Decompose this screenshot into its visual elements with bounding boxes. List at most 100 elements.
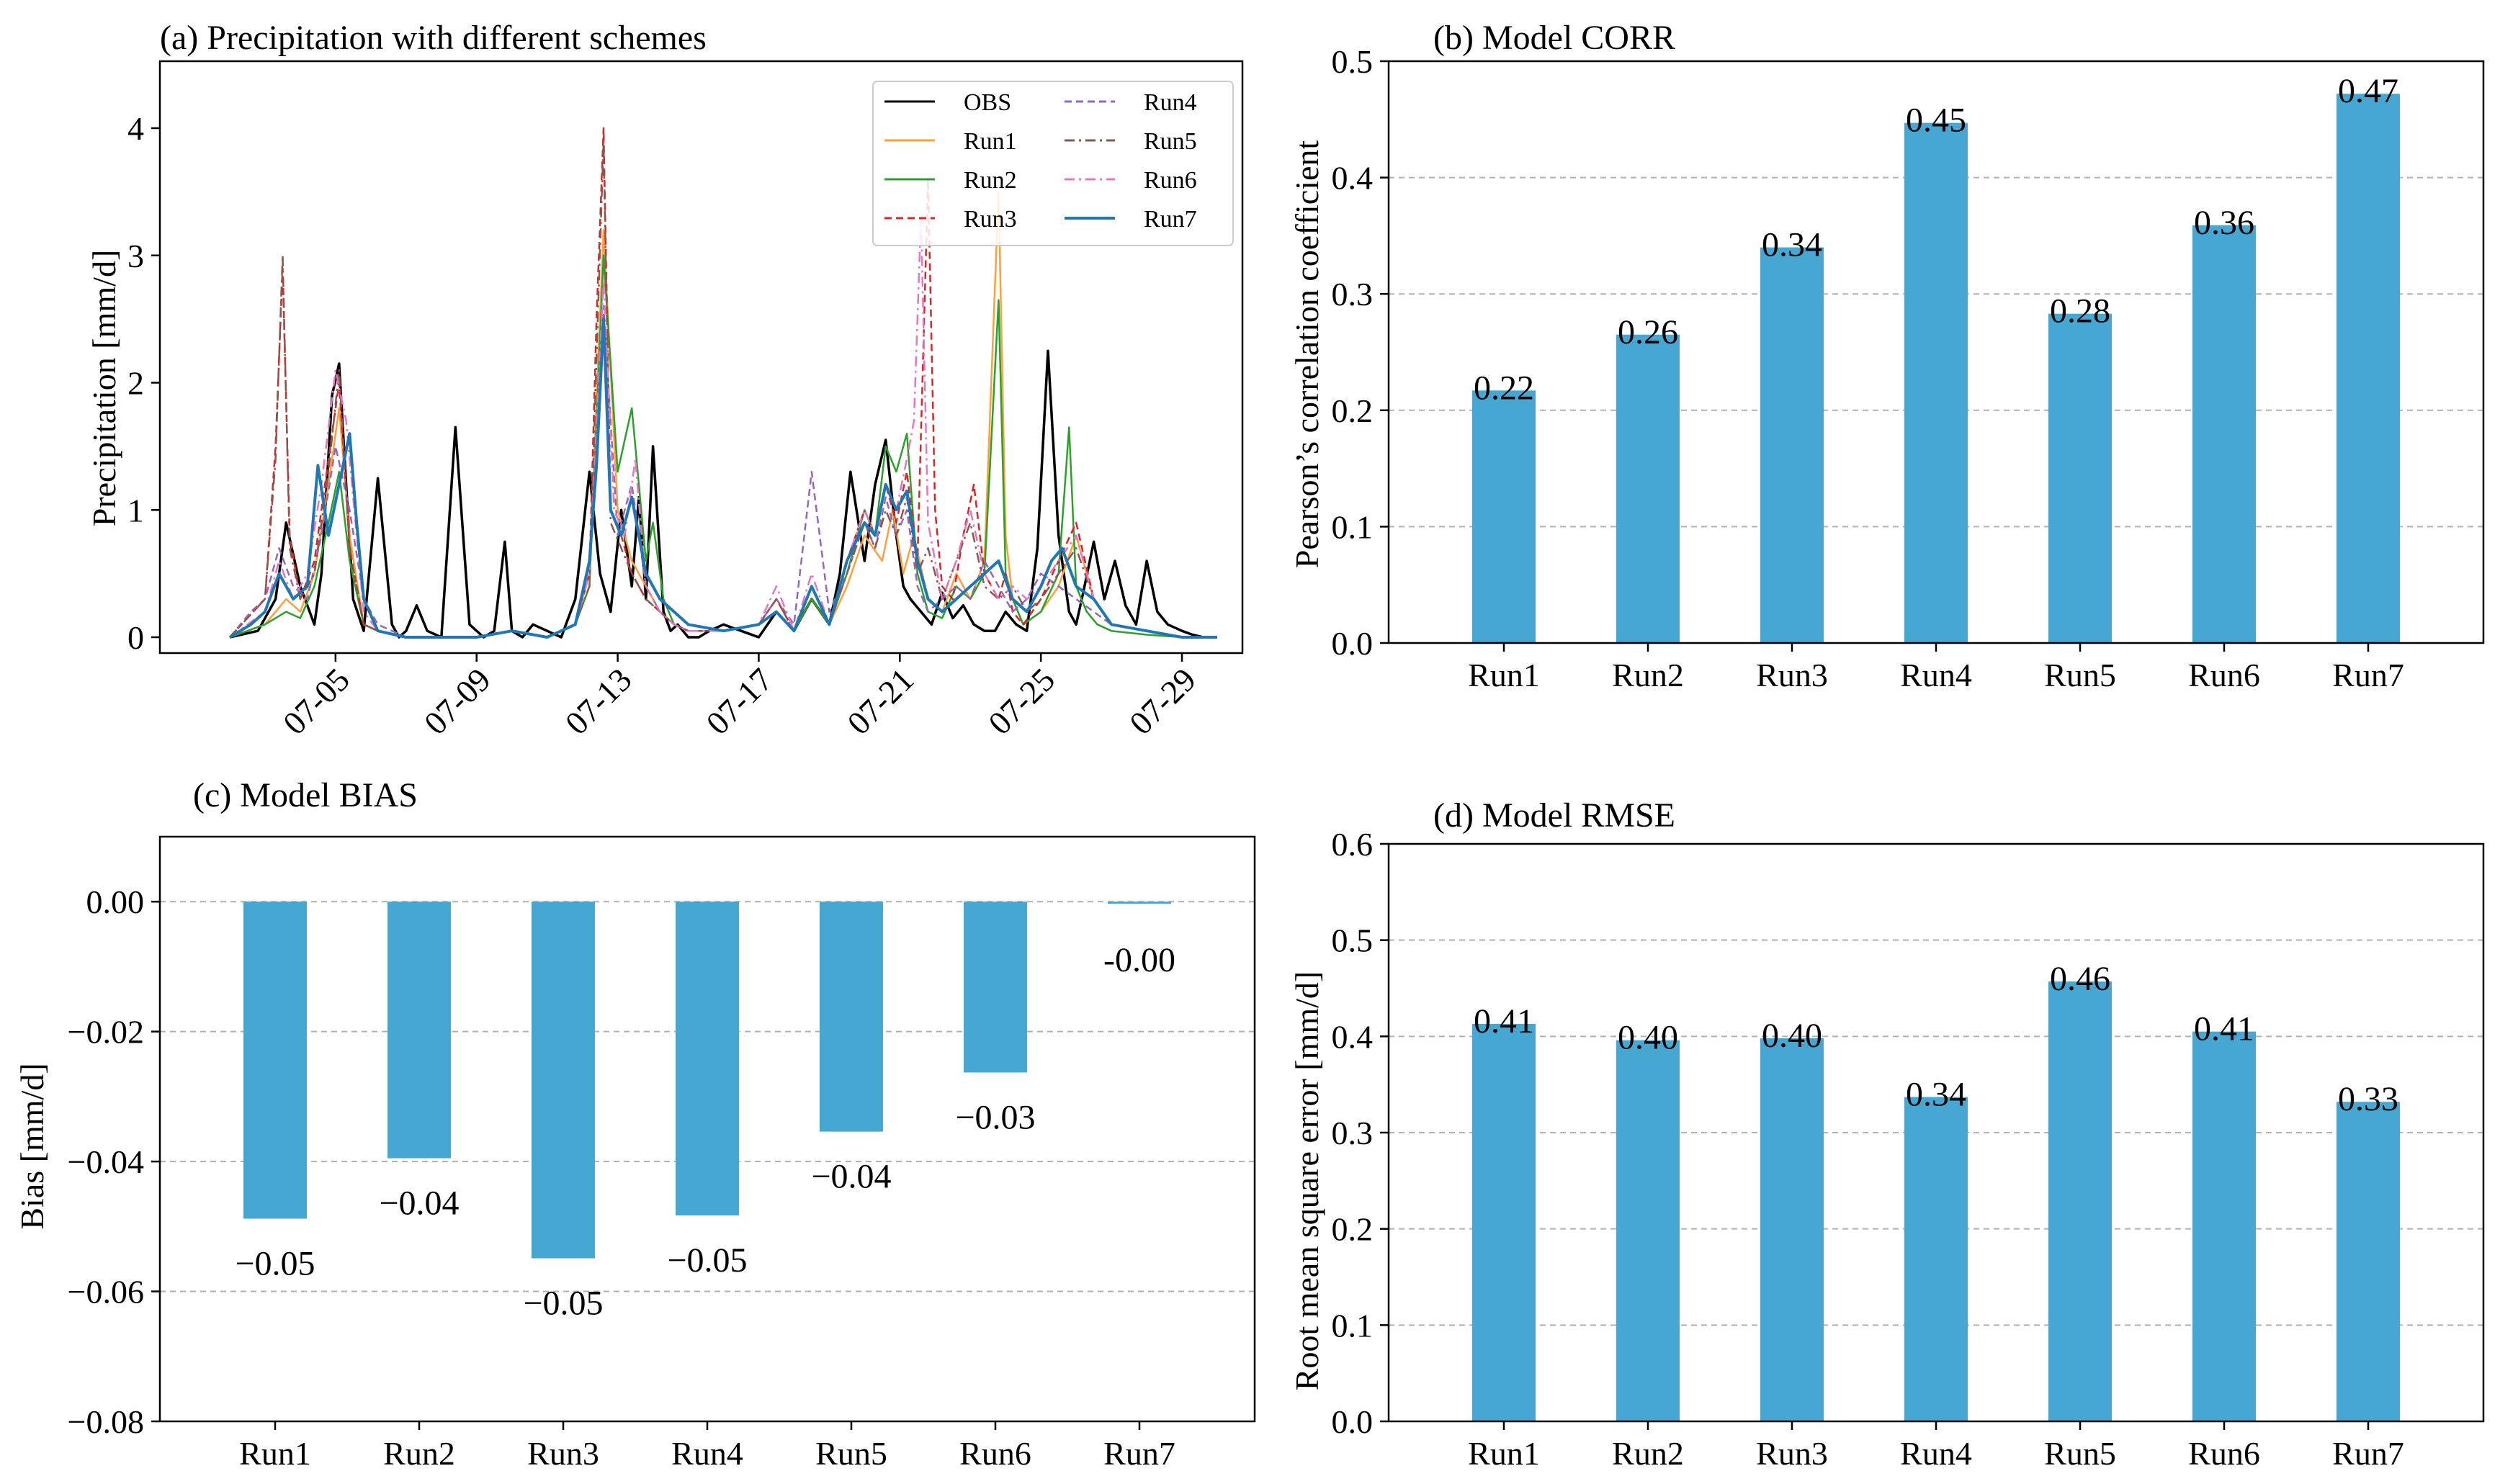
panel-d-axes-frame <box>1387 842 2485 1423</box>
legend-label-run5: Run5 <box>1144 128 1197 155</box>
bar-run6 <box>2192 225 2256 644</box>
y-tick-label: 0.2 <box>1332 1211 1374 1248</box>
panel-b-ticks: 0.0 0.1 0.2 0.3 0.4 0.5 Run1 Run2 Run3 Run4 Run5 Ru… <box>1332 43 2404 693</box>
bar-run4 <box>676 901 739 1215</box>
legend-label-run2: Run2 <box>964 167 1017 194</box>
legend-frame <box>872 81 1234 246</box>
bar-value-label-run1: 0.41 <box>1474 1002 1534 1040</box>
panel-c-bias: (c) Model BIAS Bias [mm/d] −0.05 −0.04 −0.… <box>14 776 1256 1472</box>
y-tick-label: 3 <box>127 238 144 274</box>
panel-b-bars: 0.22 0.26 0.34 0.45 0.28 0.36 0.47 <box>1472 72 2400 644</box>
bar-run1 <box>1472 390 1536 643</box>
y-tick-label: −0.06 <box>68 1274 144 1310</box>
bar-value-label-run5: 0.46 <box>2050 960 2110 998</box>
bar-value-label-run6: 0.36 <box>2194 204 2254 242</box>
series-line-run4 <box>229 305 1217 639</box>
bar-value-label-run4: 0.34 <box>1906 1076 1966 1114</box>
x-tick-label: Run5 <box>815 1435 887 1472</box>
x-tick-label: Run7 <box>2332 1435 2404 1472</box>
y-tick-label: 0.3 <box>1332 276 1374 312</box>
bar-run5 <box>820 901 883 1132</box>
panel-c-ticks: 0.00 −0.02 −0.04 −0.06 −0.08 Run1 Run2 Run3 Run4… <box>68 883 1175 1472</box>
series-line-run7 <box>228 318 1217 639</box>
x-tick-label: Run5 <box>2044 1435 2116 1472</box>
y-tick-label: 0.0 <box>1332 1403 1374 1440</box>
y-tick-label: −0.08 <box>68 1403 144 1440</box>
bar-value-label-run6: 0.41 <box>2194 1010 2254 1048</box>
bar-run2 <box>387 901 451 1159</box>
panel-a-ylabel: Precipitation [mm/d] <box>86 250 122 527</box>
panel-b-ylabel: Pearson’s correlation coefficient <box>1289 140 1325 569</box>
bar-value-label-run3: 0.40 <box>1762 1017 1822 1055</box>
bar-run3 <box>532 901 595 1259</box>
x-tick-label: Run4 <box>1900 657 1972 693</box>
panel-c-bars: −0.05 −0.04 −0.05 −0.05 −0.04 −0.03 -0.00 <box>235 901 1175 1323</box>
x-tick-label: Run4 <box>1900 1435 1972 1472</box>
y-tick-label: 0.4 <box>1332 160 1374 197</box>
panel-b-title: (b) Model CORR <box>1433 19 1675 57</box>
bar-value-label-run7: -0.00 <box>1103 941 1175 979</box>
y-tick-label: 0.00 <box>86 883 145 920</box>
bar-value-label-run2: −0.04 <box>379 1184 459 1223</box>
bar-value-label-run7: 0.33 <box>2338 1080 2398 1118</box>
y-tick-label: −0.02 <box>68 1014 144 1051</box>
bar-run7 <box>2337 94 2400 644</box>
x-tick-label: Run1 <box>1468 657 1540 693</box>
bar-run1 <box>243 901 307 1219</box>
panel-d-ylabel: Root mean square error [mm/d] <box>1289 971 1325 1390</box>
panel-a-series <box>228 127 1217 639</box>
legend-label-obs: OBS <box>964 89 1011 116</box>
panel-d-title: (d) Model RMSE <box>1433 796 1675 835</box>
y-tick-label: 0.4 <box>1332 1018 1374 1055</box>
panel-d-rmse: (d) Model RMSE Root mean square error [m… <box>1289 796 2485 1472</box>
x-tick-label: Run2 <box>383 1435 455 1472</box>
panel-a-title: (a) Precipitation with different schemes <box>160 19 707 57</box>
y-tick-label: 1 <box>127 492 144 529</box>
y-tick-label: 0.6 <box>1332 826 1374 863</box>
legend-label-run6: Run6 <box>1144 167 1197 194</box>
x-tick-label: Run2 <box>1612 657 1684 693</box>
bar-run4 <box>1904 122 1968 643</box>
y-tick-label: 4 <box>127 110 144 147</box>
panel-d-bars: 0.41 0.40 0.40 0.34 0.46 0.41 0.33 <box>1472 960 2400 1421</box>
panel-c-axes-frame <box>158 835 1256 1423</box>
x-tick-label: Run7 <box>1103 1435 1175 1472</box>
x-tick-label: Run4 <box>671 1435 743 1472</box>
x-tick-label: Run1 <box>1468 1435 1540 1472</box>
legend-label-run4: Run4 <box>1144 89 1197 116</box>
bar-run3 <box>1760 247 1824 643</box>
bar-run1 <box>1472 1023 1536 1421</box>
bar-run5 <box>2048 981 2112 1421</box>
y-tick-label: −0.04 <box>68 1143 144 1180</box>
bar-run6 <box>2192 1031 2256 1421</box>
x-tick-label: Run5 <box>2044 657 2116 693</box>
y-tick-label: 0.1 <box>1332 508 1374 545</box>
bar-run3 <box>1760 1038 1824 1421</box>
y-tick-label: 2 <box>127 365 144 402</box>
bar-value-label-run3: −0.05 <box>523 1285 603 1323</box>
y-tick-label: 0.3 <box>1332 1115 1374 1151</box>
legend-label-run1: Run1 <box>964 128 1017 155</box>
y-tick-label: 0.5 <box>1332 922 1374 959</box>
bar-run4 <box>1904 1097 1968 1421</box>
bar-run6 <box>964 901 1027 1073</box>
bar-value-label-run2: 0.40 <box>1618 1019 1678 1057</box>
bar-value-label-run5: −0.04 <box>811 1158 891 1196</box>
panel-c-title: (c) Model BIAS <box>193 776 418 814</box>
x-tick-label: Run1 <box>239 1435 311 1472</box>
bar-run2 <box>1616 334 1680 643</box>
bar-value-label-run1: −0.05 <box>235 1245 315 1283</box>
bar-value-label-run5: 0.28 <box>2050 292 2110 330</box>
x-tick-label: Run3 <box>527 1435 599 1472</box>
bar-run7 <box>1108 901 1171 904</box>
panel-c-ylabel: Bias [mm/d] <box>14 1063 50 1229</box>
y-tick-label: 0.0 <box>1332 625 1374 662</box>
bar-run2 <box>1616 1040 1680 1421</box>
x-tick-label: Run7 <box>2332 657 2404 693</box>
legend-label-run7: Run7 <box>1144 206 1197 233</box>
y-tick-label: 0.1 <box>1332 1307 1374 1344</box>
series-line-run6 <box>229 216 1217 639</box>
x-tick-label: Run6 <box>2188 1435 2260 1472</box>
bar-value-label-run3: 0.34 <box>1762 226 1822 264</box>
